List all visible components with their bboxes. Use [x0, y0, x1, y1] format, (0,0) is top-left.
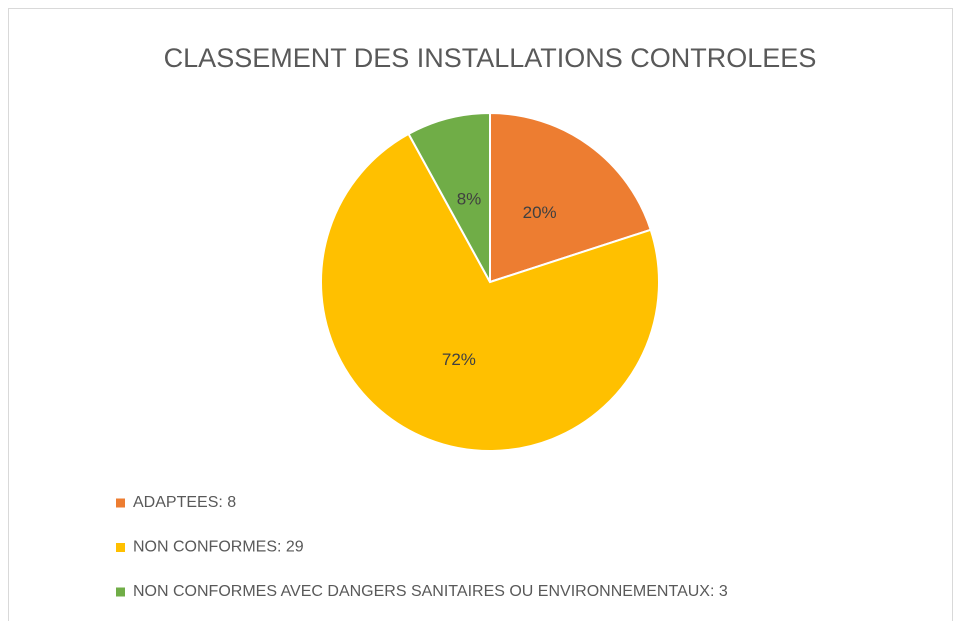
legend-swatch — [116, 587, 125, 597]
data-label: 8% — [457, 190, 482, 209]
legend-label: NON CONFORMES AVEC DANGERS SANITAIRES OU… — [133, 583, 728, 600]
pie-slice — [407, 111, 491, 283]
chart-border — [8, 8, 953, 621]
chart-title: CLASSEMENT DES INSTALLATIONS CONTROLEES — [164, 43, 817, 73]
legend-label: NON CONFORMES: 29 — [133, 539, 304, 556]
legend-swatch — [116, 543, 125, 552]
pie-slice — [320, 132, 660, 452]
legend-label: ADAPTEES: 8 — [133, 494, 236, 511]
data-label: 20% — [523, 203, 557, 222]
pie-slice — [489, 111, 652, 284]
data-label: 72% — [442, 350, 476, 369]
legend-swatch — [116, 498, 125, 508]
